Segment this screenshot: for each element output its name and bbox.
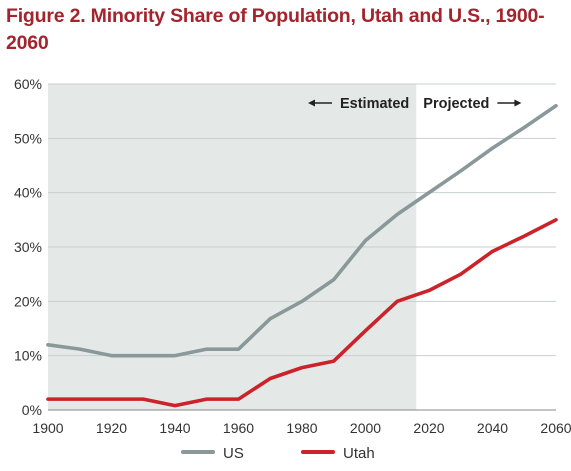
legend: US Utah bbox=[181, 445, 375, 462]
y-tick-label: 50% bbox=[14, 130, 42, 146]
y-tick-label: 0% bbox=[22, 402, 42, 418]
y-axis-ticks: 0% 10% 20% 30% 40% 50% 60% bbox=[14, 76, 42, 418]
x-tick-label: 2020 bbox=[413, 420, 444, 436]
x-axis-ticks: 1900 1920 1940 1960 1980 2000 2020 2040 2060 bbox=[32, 420, 571, 436]
legend-label-utah: Utah bbox=[343, 445, 375, 462]
projected-arrowhead bbox=[514, 99, 522, 107]
estimated-arrowhead bbox=[307, 99, 315, 107]
x-tick-label: 2060 bbox=[540, 420, 571, 436]
legend-label-us: US bbox=[223, 445, 244, 462]
region-annotations: Estimated Projected bbox=[307, 96, 522, 112]
y-tick-label: 10% bbox=[14, 348, 42, 364]
chart-title: Figure 2. Minority Share of Population, … bbox=[6, 5, 545, 54]
y-tick-label: 20% bbox=[14, 293, 42, 309]
series-line-us bbox=[46, 103, 558, 358]
projected-label: Projected bbox=[423, 96, 489, 112]
x-tick-label: 1980 bbox=[286, 420, 317, 436]
x-tick-label: 1960 bbox=[223, 420, 254, 436]
y-tick-label: 30% bbox=[14, 239, 42, 255]
series-lines bbox=[46, 103, 558, 408]
x-tick-label: 1940 bbox=[159, 420, 190, 436]
x-tick-label: 2000 bbox=[350, 420, 381, 436]
x-tick-label: 1920 bbox=[96, 420, 127, 436]
y-tick-label: 40% bbox=[14, 185, 42, 201]
series-line-utah bbox=[46, 218, 558, 408]
x-tick-label: 1900 bbox=[32, 420, 63, 436]
x-tick-label: 2040 bbox=[477, 420, 508, 436]
y-tick-label: 60% bbox=[14, 76, 42, 92]
estimated-label: Estimated bbox=[340, 96, 409, 112]
